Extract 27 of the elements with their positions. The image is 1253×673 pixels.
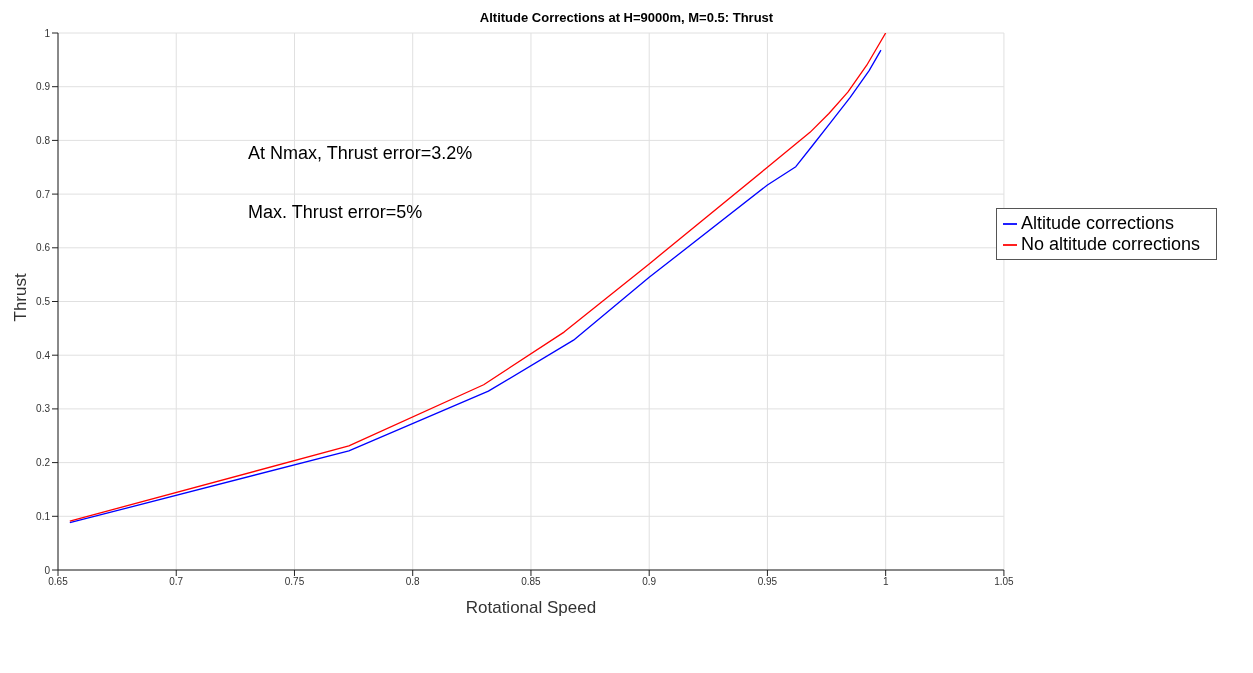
y-tick-label: 1 [44,27,51,39]
y-tick-label: 0.8 [36,134,51,146]
y-tick-label: 0.2 [36,457,51,469]
y-tick-label: 0.3 [36,403,51,415]
y-axis-title: Thrust [11,273,31,322]
y-tick-label: 0.4 [36,349,51,361]
y-tick-label: 0.1 [36,510,51,522]
y-tick-label: 0.5 [36,296,51,308]
y-tick-label: 0.7 [36,188,51,200]
y-tick-label: 0.6 [36,242,51,254]
annotation: At Nmax, Thrust error=3.2% [248,143,473,164]
x-tick-label: 0.65 [48,576,69,588]
annotation: Max. Thrust error=5% [248,202,423,223]
legend-label: No altitude corrections [1020,234,1200,254]
x-tick-label: 0.85 [521,576,542,588]
y-tick-label: 0 [44,564,51,576]
x-tick-label: 0.75 [284,576,305,588]
x-tick-label: 0.8 [405,576,421,588]
chart-title: Altitude Corrections at H=9000m, M=0.5: Thrust [478,10,775,25]
legend-label: Altitude corrections [1020,213,1174,233]
x-tick-label: 0.9 [642,576,657,588]
x-tick-label: 0.7 [169,576,184,588]
x-tick-label: 0.95 [757,576,778,588]
y-tick-label: 0.9 [36,81,51,93]
x-axis-title: Rotational Speed [465,598,597,617]
x-tick-label: 1 [882,576,889,588]
x-tick-label: 1.05 [994,576,1015,588]
